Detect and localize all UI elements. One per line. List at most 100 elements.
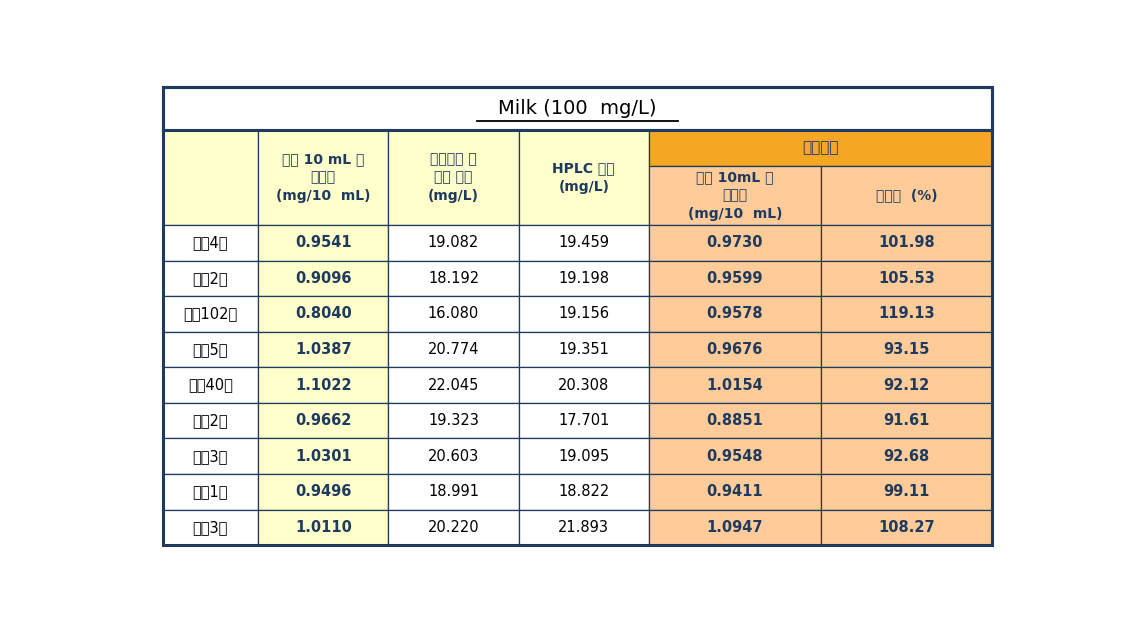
- Text: 녹색3호: 녹색3호: [193, 449, 228, 464]
- Text: 119.13: 119.13: [878, 307, 935, 321]
- Bar: [389, 130, 518, 225]
- Bar: [258, 130, 389, 225]
- Bar: [649, 225, 820, 260]
- Bar: [820, 403, 993, 438]
- Text: 108.27: 108.27: [878, 520, 935, 535]
- Text: 91.61: 91.61: [884, 413, 930, 428]
- Text: 22.045: 22.045: [428, 377, 479, 393]
- Text: 0.9548: 0.9548: [707, 449, 763, 464]
- Text: 19.082: 19.082: [428, 235, 479, 250]
- Bar: [649, 438, 820, 474]
- Text: 0.9676: 0.9676: [707, 342, 763, 357]
- Bar: [258, 296, 389, 332]
- Bar: [649, 367, 820, 403]
- Bar: [162, 87, 993, 130]
- Text: 1.0301: 1.0301: [295, 449, 352, 464]
- Text: 92.68: 92.68: [884, 449, 930, 464]
- Text: 0.9411: 0.9411: [707, 485, 763, 500]
- Bar: [258, 225, 389, 260]
- Bar: [162, 260, 258, 296]
- Text: 18.192: 18.192: [428, 271, 479, 286]
- Text: 시험용액 중
색소 농도
(mg/L): 시험용액 중 색소 농도 (mg/L): [428, 152, 479, 203]
- Bar: [820, 225, 993, 260]
- Bar: [518, 438, 649, 474]
- Bar: [258, 260, 389, 296]
- Bar: [518, 403, 649, 438]
- Bar: [258, 403, 389, 438]
- Bar: [258, 438, 389, 474]
- Bar: [649, 332, 820, 367]
- Text: 회수율  (%): 회수율 (%): [876, 188, 938, 203]
- Text: 17.701: 17.701: [558, 413, 610, 428]
- Bar: [389, 403, 518, 438]
- Text: 적색102호: 적색102호: [184, 307, 238, 321]
- Text: 19.459: 19.459: [558, 235, 610, 250]
- Bar: [162, 403, 258, 438]
- Text: 황색5호: 황색5호: [193, 342, 228, 357]
- Text: Milk (100  mg/L): Milk (100 mg/L): [498, 99, 657, 118]
- Bar: [389, 225, 518, 260]
- Text: 19.323: 19.323: [428, 413, 479, 428]
- Text: 시료 10 mL 중
색소량
(mg/10  mL): 시료 10 mL 중 색소량 (mg/10 mL): [276, 152, 371, 203]
- Bar: [649, 510, 820, 545]
- Bar: [820, 438, 993, 474]
- Bar: [649, 296, 820, 332]
- Text: 1.0154: 1.0154: [707, 377, 763, 393]
- Bar: [258, 332, 389, 367]
- Text: 0.9096: 0.9096: [295, 271, 352, 286]
- Bar: [389, 510, 518, 545]
- Text: 101.98: 101.98: [878, 235, 935, 250]
- Text: 105.53: 105.53: [878, 271, 935, 286]
- Text: 19.156: 19.156: [558, 307, 610, 321]
- Bar: [518, 367, 649, 403]
- Text: 황색4호: 황색4호: [193, 235, 228, 250]
- Bar: [162, 474, 258, 510]
- Text: 20.774: 20.774: [428, 342, 479, 357]
- Bar: [389, 367, 518, 403]
- Text: 20.220: 20.220: [428, 520, 479, 535]
- Text: 0.9662: 0.9662: [295, 413, 352, 428]
- Text: 1.0387: 1.0387: [295, 342, 352, 357]
- Bar: [258, 367, 389, 403]
- Text: 20.603: 20.603: [428, 449, 479, 464]
- Text: 청색1호: 청색1호: [193, 485, 228, 500]
- Text: 적색2호: 적색2호: [193, 271, 229, 286]
- Text: 1.0947: 1.0947: [707, 520, 763, 535]
- Bar: [820, 510, 993, 545]
- Text: 1.0110: 1.0110: [295, 520, 352, 535]
- Text: 적색40호: 적색40호: [188, 377, 233, 393]
- Text: 0.9496: 0.9496: [295, 485, 352, 500]
- Bar: [820, 332, 993, 367]
- Bar: [389, 332, 518, 367]
- Bar: [518, 510, 649, 545]
- Bar: [518, 130, 649, 225]
- Bar: [518, 332, 649, 367]
- Text: 0.9730: 0.9730: [707, 235, 763, 250]
- Text: 16.080: 16.080: [428, 307, 479, 321]
- Text: 92.12: 92.12: [884, 377, 930, 393]
- Bar: [162, 225, 258, 260]
- Bar: [649, 474, 820, 510]
- Bar: [518, 296, 649, 332]
- Text: 19.198: 19.198: [558, 271, 610, 286]
- Bar: [820, 474, 993, 510]
- Bar: [258, 510, 389, 545]
- Bar: [389, 296, 518, 332]
- Text: 99.11: 99.11: [884, 485, 930, 500]
- Text: 18.822: 18.822: [558, 485, 610, 500]
- Bar: [820, 166, 993, 225]
- Bar: [162, 296, 258, 332]
- Text: 우유 10mL 중
색소량
(mg/10  mL): 우유 10mL 중 색소량 (mg/10 mL): [687, 170, 782, 221]
- Text: 0.9599: 0.9599: [707, 271, 763, 286]
- Text: 1.1022: 1.1022: [295, 377, 352, 393]
- Bar: [518, 260, 649, 296]
- Text: 0.9578: 0.9578: [707, 307, 763, 321]
- Bar: [649, 403, 820, 438]
- Text: 청색2호: 청색2호: [193, 413, 229, 428]
- Text: 20.308: 20.308: [558, 377, 610, 393]
- Bar: [649, 130, 993, 166]
- Bar: [389, 474, 518, 510]
- Bar: [162, 438, 258, 474]
- Text: 21.893: 21.893: [558, 520, 610, 535]
- Text: 19.095: 19.095: [558, 449, 610, 464]
